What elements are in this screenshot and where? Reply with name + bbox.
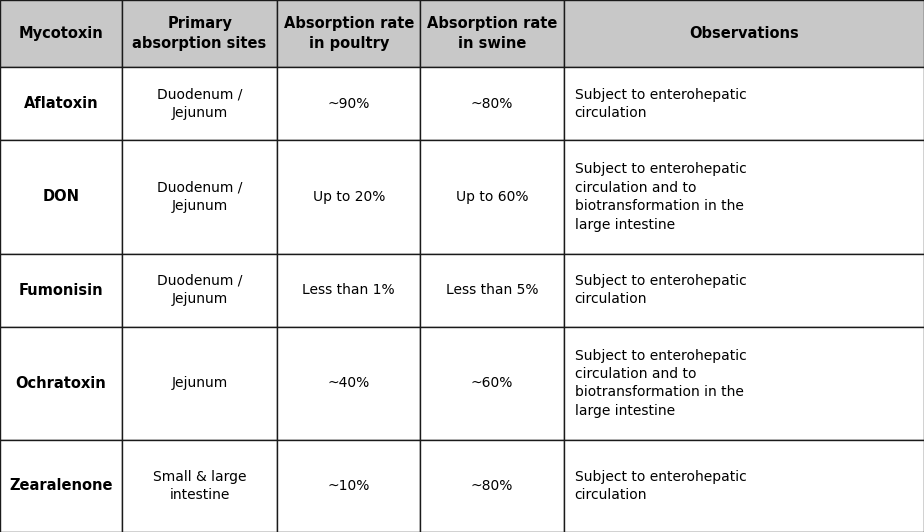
Text: ~80%: ~80% xyxy=(471,97,513,111)
Bar xyxy=(564,254,924,327)
Text: ~40%: ~40% xyxy=(328,376,370,390)
Text: Subject to enterohepatic
circulation and to
biotransformation in the
large intes: Subject to enterohepatic circulation and… xyxy=(575,348,747,418)
Bar xyxy=(277,67,420,140)
Bar xyxy=(122,140,277,254)
Bar xyxy=(122,0,277,67)
Text: Up to 60%: Up to 60% xyxy=(456,190,529,204)
Text: Zearalenone: Zearalenone xyxy=(9,478,113,493)
Text: Subject to enterohepatic
circulation and to
biotransformation in the
large intes: Subject to enterohepatic circulation and… xyxy=(575,162,747,231)
Text: Ochratoxin: Ochratoxin xyxy=(16,376,106,390)
Bar xyxy=(0,254,122,327)
Bar xyxy=(122,254,277,327)
Bar xyxy=(122,327,277,440)
Bar xyxy=(420,327,564,440)
Text: Absorption rate
in swine: Absorption rate in swine xyxy=(427,16,557,51)
Text: ~90%: ~90% xyxy=(328,97,370,111)
Bar xyxy=(564,67,924,140)
Bar xyxy=(277,140,420,254)
Bar xyxy=(564,140,924,254)
Text: ~10%: ~10% xyxy=(328,479,370,493)
Bar xyxy=(277,0,420,67)
Bar xyxy=(420,440,564,532)
Text: Mycotoxin: Mycotoxin xyxy=(18,26,103,41)
Bar xyxy=(0,440,122,532)
Bar xyxy=(0,67,122,140)
Text: Jejunum: Jejunum xyxy=(172,376,227,390)
Bar xyxy=(420,140,564,254)
Bar xyxy=(564,440,924,532)
Text: Subject to enterohepatic
circulation: Subject to enterohepatic circulation xyxy=(575,88,747,120)
Text: Less than 1%: Less than 1% xyxy=(302,283,395,297)
Text: ~60%: ~60% xyxy=(471,376,513,390)
Text: Observations: Observations xyxy=(689,26,798,41)
Text: Up to 20%: Up to 20% xyxy=(312,190,385,204)
Text: Subject to enterohepatic
circulation: Subject to enterohepatic circulation xyxy=(575,470,747,502)
Bar xyxy=(0,327,122,440)
Bar xyxy=(122,440,277,532)
Bar xyxy=(564,0,924,67)
Bar xyxy=(564,327,924,440)
Text: Small & large
intestine: Small & large intestine xyxy=(152,470,247,502)
Text: Subject to enterohepatic
circulation: Subject to enterohepatic circulation xyxy=(575,274,747,306)
Text: ~80%: ~80% xyxy=(471,479,513,493)
Text: Absorption rate
in poultry: Absorption rate in poultry xyxy=(284,16,414,51)
Text: Duodenum /
Jejunum: Duodenum / Jejunum xyxy=(157,274,242,306)
Text: Primary
absorption sites: Primary absorption sites xyxy=(132,16,267,51)
Bar xyxy=(420,0,564,67)
Bar xyxy=(122,67,277,140)
Bar xyxy=(420,254,564,327)
Text: Aflatoxin: Aflatoxin xyxy=(24,96,98,111)
Bar xyxy=(277,440,420,532)
Bar xyxy=(277,254,420,327)
Text: DON: DON xyxy=(43,189,79,204)
Text: Less than 5%: Less than 5% xyxy=(445,283,539,297)
Bar xyxy=(0,140,122,254)
Bar xyxy=(0,0,122,67)
Bar xyxy=(420,67,564,140)
Bar xyxy=(277,327,420,440)
Text: Duodenum /
Jejunum: Duodenum / Jejunum xyxy=(157,88,242,120)
Text: Fumonisin: Fumonisin xyxy=(18,282,103,297)
Text: Duodenum /
Jejunum: Duodenum / Jejunum xyxy=(157,181,242,213)
